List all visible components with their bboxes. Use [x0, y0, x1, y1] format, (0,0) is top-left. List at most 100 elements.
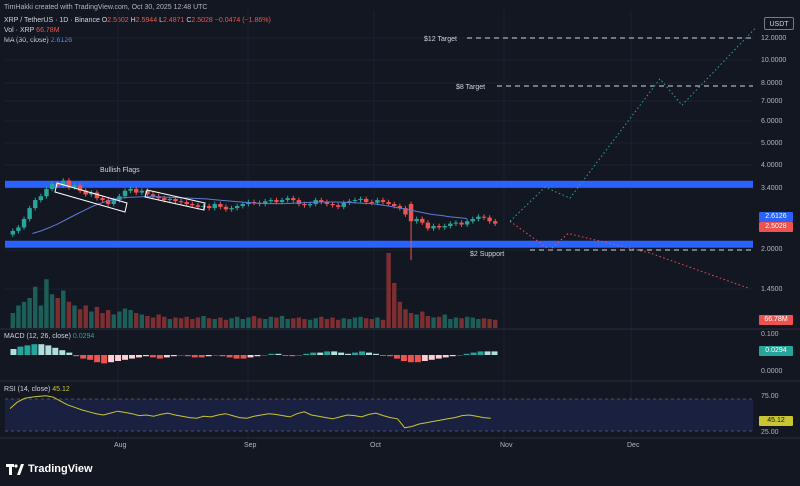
macd-bar	[359, 351, 366, 355]
candle-body	[380, 200, 386, 203]
macd-bar	[108, 355, 115, 363]
candle-body	[66, 180, 72, 188]
volume-bar	[487, 319, 492, 328]
price-tick-10: 10.0000	[761, 57, 787, 64]
macd-bar	[177, 355, 184, 356]
rsi-pane	[5, 395, 753, 432]
volume-bar	[83, 305, 88, 328]
volume-bar	[145, 316, 150, 328]
bull-projection	[509, 28, 756, 222]
ma-label: MA (30, close)	[4, 37, 49, 44]
volume-bar	[77, 309, 83, 328]
rsi-legend[interactable]: RSI (14, close) 45.12	[4, 385, 70, 394]
volume-bar	[49, 294, 55, 328]
macd-label: MACD (12, 26, close)	[4, 333, 71, 340]
macd-legend[interactable]: MACD (12, 26, close) 0.0294	[4, 332, 94, 341]
macd-bar	[184, 355, 191, 357]
macd-bar	[80, 355, 87, 359]
candle-body	[10, 230, 16, 235]
candle-body	[184, 202, 189, 205]
volume-bar	[156, 314, 161, 328]
candle-body	[330, 204, 335, 206]
macd-bar	[247, 355, 254, 358]
candle-body	[105, 200, 111, 205]
macd-bar	[491, 351, 498, 355]
support-2-label: $2 Support	[470, 251, 505, 258]
volume-bar	[173, 317, 178, 328]
macd-bar	[414, 355, 421, 363]
volume-bar	[190, 319, 195, 328]
candle-body	[386, 202, 391, 205]
volume-bar	[442, 314, 447, 328]
candle-body	[263, 201, 268, 205]
projections	[509, 28, 756, 289]
volume-bar	[246, 317, 251, 328]
volume-bar	[420, 311, 425, 328]
target-12-label: $12 Target	[424, 36, 457, 43]
volume-label: Vol · XRP	[4, 27, 35, 34]
volume-bar	[111, 314, 116, 328]
resistance-zone	[5, 180, 753, 188]
candle-body	[234, 206, 240, 209]
currency-badge[interactable]: USDT	[764, 17, 794, 30]
volume-bar	[100, 313, 105, 328]
candle-body	[459, 222, 464, 225]
volume-bar	[134, 313, 139, 328]
macd-bar	[435, 355, 442, 359]
volume-bar	[117, 311, 122, 328]
macd-bar	[94, 355, 101, 363]
ma-price-pill: 2.6126	[759, 212, 793, 222]
volume-bar	[274, 317, 279, 328]
volume-bar	[263, 319, 268, 328]
macd-bar	[310, 352, 317, 355]
volume-value: 66.78M	[36, 27, 60, 34]
volume-legend[interactable]: Vol · XRP 66.78M	[4, 26, 60, 35]
volume-bar	[27, 298, 32, 328]
ma-legend[interactable]: MA (30, close) 2.6126	[4, 36, 72, 45]
candle-body	[470, 218, 475, 222]
zones	[5, 180, 753, 248]
candle-body	[162, 198, 167, 201]
rsi-value: 45.12	[52, 386, 70, 393]
candle-body	[476, 216, 481, 219]
candle-body	[487, 217, 492, 222]
candle-body	[206, 206, 212, 209]
macd-tick-zero: 0.0000	[761, 368, 783, 375]
flag-2	[144, 189, 206, 211]
volume-bar	[302, 319, 307, 328]
candle-body	[145, 190, 150, 195]
ma-value: 2.6126	[50, 37, 73, 44]
candle-body	[414, 218, 419, 222]
bullish-flags	[54, 182, 206, 213]
candle-body	[319, 200, 324, 203]
macd-bar	[205, 355, 212, 357]
volume-bar	[212, 319, 217, 328]
candle-body	[212, 204, 217, 209]
volume-bar	[178, 318, 184, 328]
volume-bar	[105, 310, 111, 328]
time-tick-aug: Aug	[114, 442, 127, 449]
macd-bar	[219, 355, 226, 357]
volume-bar	[10, 313, 16, 328]
volume-bar	[206, 318, 212, 328]
volume-bar	[358, 316, 363, 328]
volume-bar	[139, 314, 145, 328]
volume-bar	[33, 286, 38, 328]
macd-bar	[170, 355, 177, 357]
candle-body	[122, 190, 128, 197]
candle-body	[296, 200, 302, 205]
macd-bar	[386, 355, 393, 357]
price-tick-1-45: 1.4500	[761, 286, 783, 293]
macd-tick-top: 0.100	[761, 331, 779, 338]
macd-bar	[45, 345, 52, 355]
macd-bar	[373, 353, 379, 355]
volume-bar	[319, 316, 324, 328]
volume-bar	[324, 319, 330, 328]
volume-bar	[223, 319, 229, 328]
macd-bar	[421, 355, 428, 361]
tradingview-logo[interactable]: TradingView	[6, 463, 93, 475]
candle-body	[291, 198, 296, 201]
volume-bar	[94, 307, 100, 328]
volume-bar	[251, 316, 257, 328]
